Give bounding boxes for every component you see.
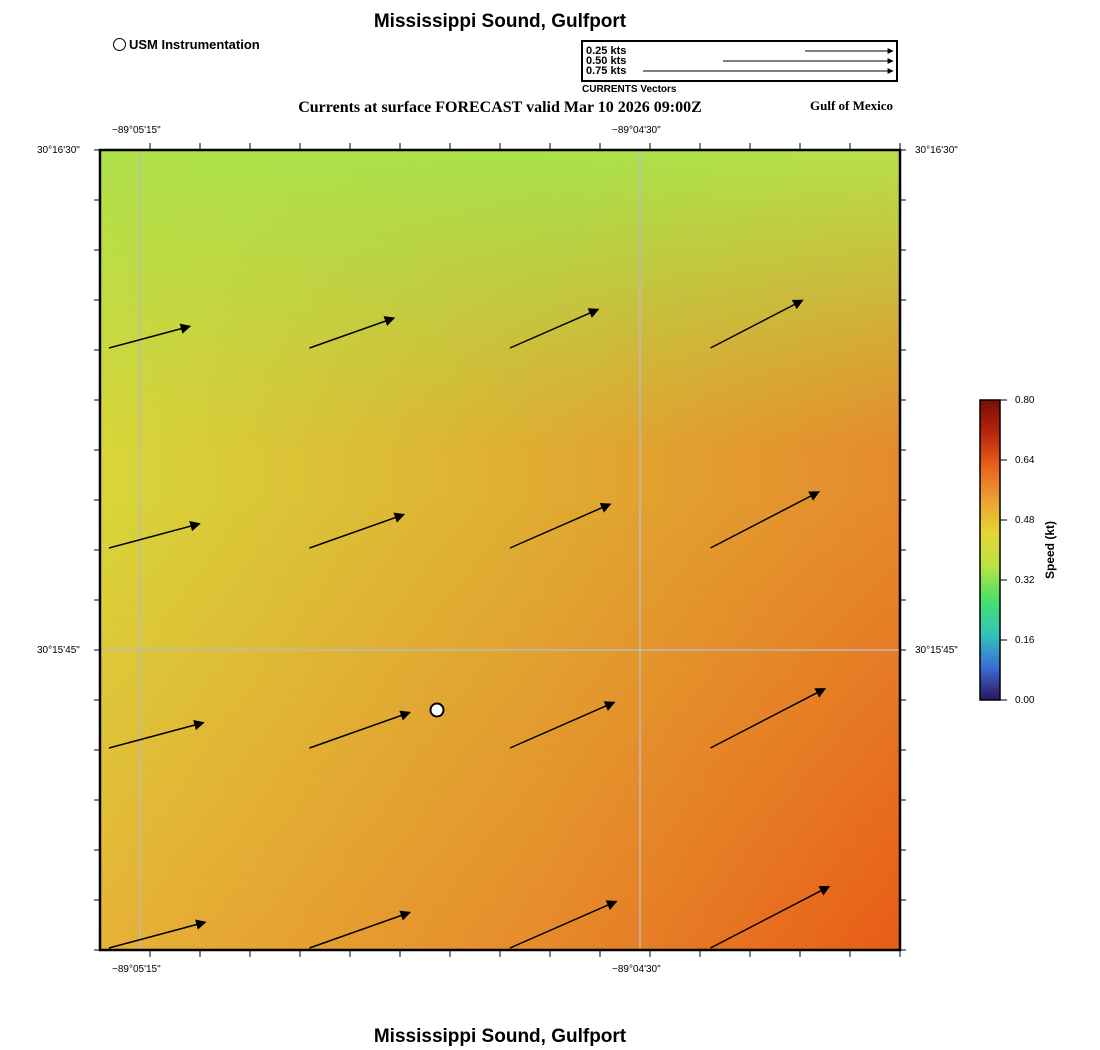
current-vector-arrow	[108, 521, 201, 549]
colorbar-tick-000: 0.00	[1015, 695, 1035, 706]
current-vector-arrow	[309, 316, 396, 349]
instrument-marker-icon	[113, 38, 126, 51]
current-vector-arrow	[710, 491, 820, 549]
lon-tick-bottom-2: −89°04'30"	[612, 964, 661, 975]
vector-scale-label-075: 0.75 kts	[586, 65, 627, 77]
speed-field-bottom	[100, 500, 900, 950]
lon-tick-top-2: −89°04'30"	[612, 125, 661, 136]
vector-legend-caption: CURRENTS Vectors	[582, 84, 677, 95]
vector-scale-label-025: 0.25 kts	[586, 45, 627, 57]
lon-tick-bottom-1: −89°05'15"	[112, 964, 161, 975]
lat-tick-left-1: 30°16'30"	[37, 145, 80, 156]
lat-tick-left-2: 30°15'45"	[37, 645, 80, 656]
colorbar-tick-064: 0.64	[1015, 455, 1035, 466]
current-vector-arrow	[509, 701, 616, 749]
colorbar-tick-016: 0.16	[1015, 635, 1035, 646]
map-footer-title: Mississippi Sound, Gulfport	[373, 1026, 627, 1047]
speed-field-top	[100, 150, 900, 450]
current-vector-arrow	[710, 299, 804, 349]
current-vectors	[108, 299, 831, 949]
vector-scale-label-050: 0.50 kts	[586, 55, 627, 67]
lat-tick-right-2: 30°15'45"	[915, 645, 958, 656]
colorbar-ramp	[979, 399, 1001, 701]
colorbar-ticks	[1000, 399, 1007, 701]
lat-tick-right-1: 30°16'30"	[915, 145, 958, 156]
current-vector-arrow	[309, 512, 406, 549]
colorbar-title: Speed (kt)	[1043, 521, 1057, 580]
speed-colorbar	[979, 399, 1007, 701]
current-vector-arrow	[108, 919, 207, 949]
vector-scale-legend: 0.25 kts 0.50 kts 0.75 kts	[581, 40, 898, 82]
current-vector-arrow	[108, 323, 192, 349]
map-title: Mississippi Sound, Gulfport	[373, 11, 627, 32]
lon-tick-top-1: −89°05'15"	[112, 125, 161, 136]
vector-scale-arrows	[643, 48, 894, 74]
colorbar-tick-048: 0.48	[1015, 515, 1035, 526]
instrument-legend: USM Instrumentation	[113, 37, 260, 52]
colorbar-tick-032: 0.32	[1015, 575, 1035, 586]
instrument-legend-label: USM Instrumentation	[129, 37, 260, 52]
colorbar-tick-080: 0.80	[1015, 395, 1035, 406]
current-vector-arrow	[108, 720, 205, 749]
instrument-location-marker[interactable]	[429, 702, 445, 718]
forecast-subtitle: Currents at surface FORECAST valid Mar 1…	[298, 99, 702, 116]
current-vector-arrow	[710, 687, 827, 749]
current-vector-arrow	[509, 900, 618, 949]
map-frame	[98, 148, 902, 952]
current-vector-arrow	[710, 885, 831, 949]
current-vector-arrow	[309, 910, 411, 949]
current-vector-arrow	[509, 308, 600, 349]
current-vector-arrow	[509, 502, 612, 549]
current-vector-arrow	[309, 710, 411, 749]
region-label: Gulf of Mexico	[810, 98, 894, 113]
